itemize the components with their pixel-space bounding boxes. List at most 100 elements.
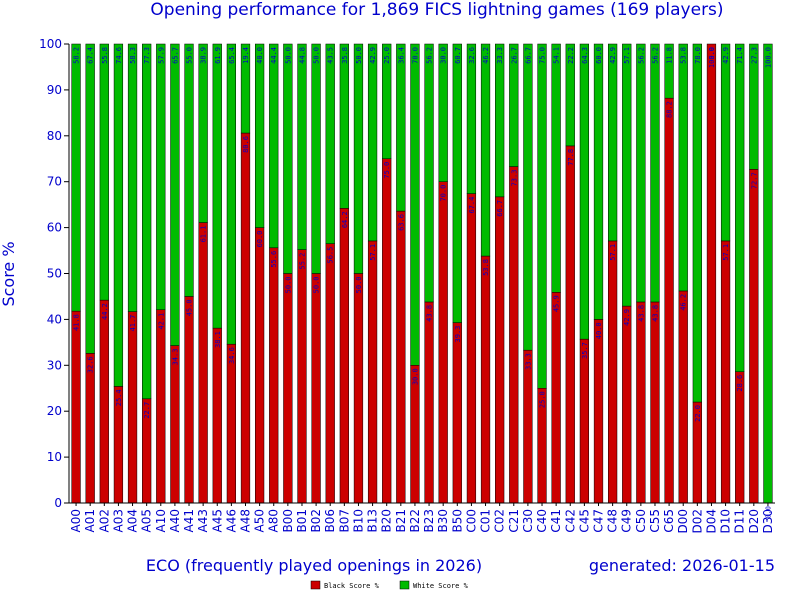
bar-white-score-B07 [339,43,349,209]
data-label-black-B02: 50.0 [313,277,321,294]
x-tick-label-B21: B21 [394,509,408,533]
data-label-black-A40: 34.3 [171,349,179,366]
data-label-black-C40: 25.0 [539,391,547,408]
x-tick-label-B07: B07 [337,509,351,533]
x-tick-label-C48: C48 [606,509,620,533]
bar-black-score-A40 [170,345,180,504]
bar-black-score-C02 [495,196,505,504]
bar-black-score-B21 [396,210,406,504]
data-label-white-B00: 50.0 [284,47,292,64]
x-tick-label-A41: A41 [182,509,196,532]
bar-black-score-D04 [706,43,717,504]
data-label-white-C00: 32.6 [468,47,476,64]
data-label-white-B21: 36.4 [397,47,405,64]
bar-white-score-D11 [735,43,745,372]
bar-white-score-C48 [607,43,618,242]
bar-white-score-C49 [622,43,632,307]
bar-white-score-B30 [438,43,448,182]
data-label-white-D02: 78.0 [694,47,702,64]
bar-black-score-A43 [198,222,208,504]
data-label-black-A01: 32.6 [87,356,95,373]
bar-white-score-D10 [720,43,731,242]
data-label-white-D04: 0.0 [708,47,716,60]
bar-white-score-A41 [184,43,194,297]
data-label-white-D20: 27.3 [750,47,758,64]
data-label-black-A45: 38.1 [214,331,222,348]
bar-black-score-A02 [99,299,109,504]
bar-white-score-C40 [537,43,547,389]
x-tick-label-A40: A40 [168,509,182,532]
data-label-black-C65: 88.2 [666,101,674,118]
bar-white-score-C00 [466,43,477,194]
x-tick-label-B50: B50 [450,509,464,533]
data-label-black-B01: 55.2 [298,253,306,270]
data-label-black-D00: 46.2 [680,294,688,311]
bar-black-score-A41 [184,296,194,504]
bar-white-score-D20 [749,43,759,170]
bar-black-score-A80 [269,247,279,504]
x-tick-label-C55: C55 [648,509,662,533]
bar-white-score-B23 [424,43,434,303]
bar-black-score-C65 [664,97,674,504]
x-axis-label: ECO (frequently played openings in 2026) [146,556,482,575]
data-label-black-A46: 34.6 [228,347,236,364]
data-label-black-B13: 57.1 [369,244,377,261]
data-label-white-C40: 75.0 [539,47,547,64]
x-tick-label-C42: C42 [563,509,577,533]
y-axis-ticks: 0 10 20 30 40 50 60 70 80 90 100 [39,37,69,510]
data-label-black-B07: 64.2 [341,211,349,228]
data-labels-group: 58.2 41.8 67.4 32.6 55.8 44.2 74.6 25.4 58.3 41.7… [73,47,773,519]
x-tick-label-A45: A45 [210,509,224,532]
data-label-black-A05: 22.7 [143,402,151,419]
bar-white-score-A03 [113,43,124,387]
bar-black-score-D20 [749,169,759,504]
bar-white-score-A80 [269,43,279,249]
x-tick-label-C00: C00 [464,509,478,533]
x-tick-label-B30: B30 [436,509,450,533]
data-label-white-C02: 33.3 [496,47,504,64]
bar-white-score-B01 [297,43,307,250]
bar-white-score-D30 [763,43,773,504]
bar-black-score-B50 [452,322,462,504]
data-label-black-C41: 45.9 [553,295,561,312]
x-tick-label-D10: D10 [719,509,733,534]
y-axis-label: Score % [0,241,18,306]
data-label-white-A41: 55.0 [186,47,194,64]
data-label-white-C01: 46.2 [482,47,490,64]
y-tick-label: 90 [47,83,62,97]
data-label-white-A00: 58.2 [73,47,81,64]
x-tick-label-B02: B02 [309,509,323,533]
x-tick-label-B20: B20 [380,509,394,533]
data-label-white-C55: 56.2 [651,47,659,64]
bar-black-score-C48 [607,240,618,504]
data-label-white-C30: 66.7 [524,47,532,64]
data-label-black-A10: 42.1 [157,313,165,330]
data-label-black-C02: 66.7 [496,200,504,217]
x-tick-label-D11: D11 [733,509,747,534]
data-label-white-C65: 11.8 [666,47,674,64]
bar-black-score-B02 [311,273,321,504]
y-tick-label: 0 [54,496,62,510]
bar-white-score-A04 [127,43,138,312]
x-tick-label-A02: A02 [97,509,111,532]
data-label-black-A00: 41.8 [73,314,81,331]
x-tick-label-C01: C01 [479,509,493,533]
data-label-black-C55: 43.8 [651,305,659,322]
data-label-white-D00: 53.8 [680,47,688,64]
bar-white-score-C50 [636,43,646,303]
bar-white-score-A05 [142,43,152,400]
x-tick-label-D04: D04 [704,509,718,534]
bar-white-score-B21 [396,43,406,212]
x-tick-label-B22: B22 [408,509,422,533]
data-label-white-A45: 61.9 [214,47,222,64]
data-label-black-A03: 25.4 [115,389,123,406]
data-label-white-B20: 25.0 [383,47,391,64]
data-label-black-A43: 61.1 [200,226,208,243]
bar-white-score-B22 [410,43,420,366]
data-label-black-C49: 42.9 [623,309,631,326]
x-tick-label-C41: C41 [549,509,563,533]
data-label-white-B01: 44.8 [298,47,306,64]
x-tick-label-A10: A10 [154,509,168,532]
data-label-black-D20: 72.7 [750,172,758,189]
